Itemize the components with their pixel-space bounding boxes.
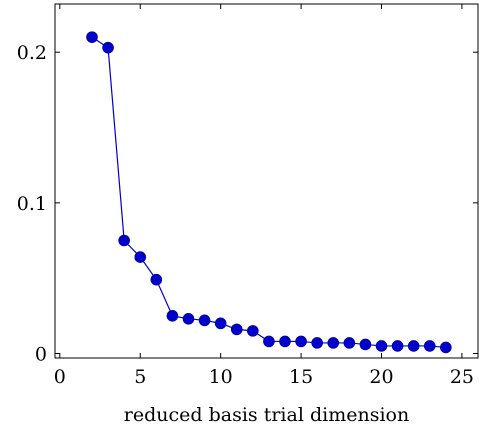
data-point [263,335,275,348]
plot-frame [54,3,479,359]
data-point [279,335,291,348]
y-tick-label: 0 [35,343,47,365]
data-point [150,273,163,286]
x-tick-label: 0 [54,366,66,388]
data-point [327,337,340,349]
x-tick-label: 20 [369,366,393,388]
data-point [391,340,404,352]
data-point [214,317,227,330]
axis-ticks [55,4,478,358]
x-axis-label: reduced basis trial dimension [124,404,409,426]
data-point [311,337,323,349]
y-tick-label: 0.2 [17,42,47,64]
data-point [407,340,420,352]
data-point [359,338,372,351]
data-point [134,251,147,263]
data-point [295,335,307,348]
tick-labels: 0 5 10 15 20 25 0 0.1 0.2 [17,42,474,388]
x-tick-label: 5 [134,366,146,388]
data-point [198,314,211,327]
x-tick-label: 15 [289,366,313,388]
data-point [247,325,259,337]
series-line [91,36,446,349]
data-point [86,31,98,43]
data-point [230,323,243,336]
data-point [440,341,452,354]
data-point [166,310,179,322]
y-tick-label: 0.1 [17,193,47,215]
data-point [375,340,388,352]
series-layer [86,31,452,354]
data-point [423,340,436,352]
x-tick-label: 10 [209,366,233,388]
data-point [343,337,356,349]
x-tick-label: 25 [450,366,474,388]
data-point [118,234,130,247]
data-point [102,41,114,54]
data-point [182,313,195,325]
